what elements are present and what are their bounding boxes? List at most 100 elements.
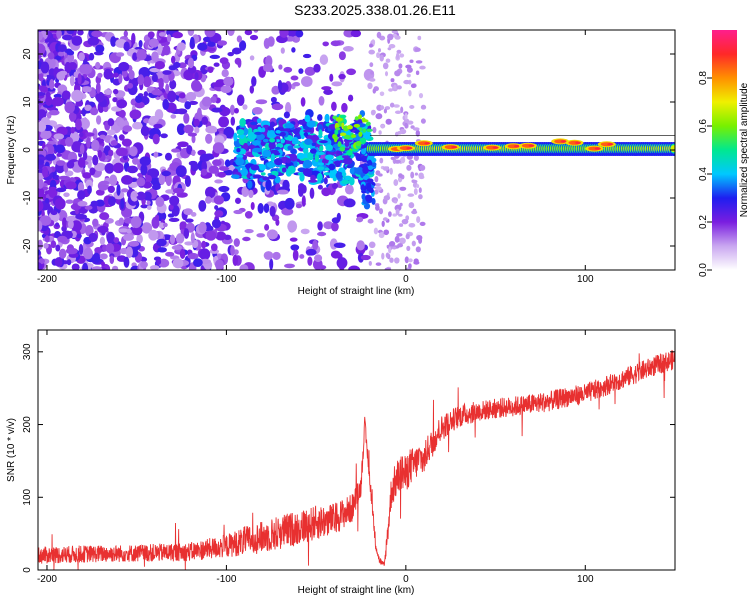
spectrogram-cell xyxy=(260,141,266,146)
spectrogram-cell xyxy=(257,203,264,214)
spectrogram-cell xyxy=(249,55,255,61)
spectrogram-cell xyxy=(266,162,277,168)
spectrogram-cell xyxy=(398,213,403,217)
spectrogram-cell xyxy=(66,160,75,169)
spectrogram-cell xyxy=(273,158,283,166)
spectrogram-cell xyxy=(140,164,148,176)
spectrogram-cell xyxy=(370,70,374,75)
spectrogram-cell xyxy=(304,66,316,76)
spectrogram-cell xyxy=(55,55,62,61)
spectrogram-cell xyxy=(391,30,398,34)
spectrogram-cell xyxy=(361,184,365,191)
spectrogram-cell xyxy=(212,81,224,88)
spectrogram-cell xyxy=(341,171,347,177)
spectrogram-cell xyxy=(269,149,279,155)
spectrogram-cell xyxy=(373,227,379,235)
spectrogram-cell xyxy=(316,173,323,182)
spectrogram-cell xyxy=(381,252,385,260)
spectrogram-cell xyxy=(82,151,88,161)
spectrogram-cell xyxy=(368,241,376,249)
spectrogram-cell xyxy=(131,193,139,198)
spectrogram-cell xyxy=(416,184,420,189)
spectrogram-cell xyxy=(205,225,214,232)
spectrogram-cell xyxy=(271,85,281,95)
spectrogram-cell xyxy=(179,221,187,230)
colorbar-scale xyxy=(712,30,737,270)
spectrogram-cell xyxy=(324,154,334,161)
spectrogram-cell xyxy=(48,109,60,116)
spectrogram-cell xyxy=(594,147,601,150)
spectrogram-cell xyxy=(43,242,49,249)
spectrogram-cell xyxy=(45,91,51,100)
spectrogram-cell xyxy=(176,123,186,136)
spectrogram-cell xyxy=(79,132,84,138)
spectrogram-cell xyxy=(210,243,218,252)
spectrogram-cell xyxy=(71,141,83,153)
spectrogram-cell xyxy=(293,145,301,149)
spectrogram-cell xyxy=(223,126,235,139)
spectrogram-cell xyxy=(97,72,103,79)
spectrogram-cell xyxy=(247,132,257,141)
spectrogram-cell xyxy=(205,133,213,144)
spectrogram-cell xyxy=(560,140,567,143)
spectrogram-cell xyxy=(265,179,272,191)
spectrogram-cell xyxy=(325,144,333,152)
spectrogram-cell xyxy=(247,180,253,189)
spectrogram-cell xyxy=(317,184,323,190)
spectrogram-cell xyxy=(107,129,116,136)
spectrogram-cell xyxy=(409,59,414,63)
spectrogram-cell xyxy=(376,52,381,59)
spectrogram-cell xyxy=(396,52,400,60)
spectrogram-cell xyxy=(169,79,177,90)
spectrogram-cell xyxy=(165,251,175,257)
spectrogram-cell xyxy=(362,119,369,123)
spectrogram-cell xyxy=(348,177,355,186)
spectrogram-cell xyxy=(250,121,258,126)
spectrogram-cell xyxy=(91,30,103,38)
spectrogram-cell xyxy=(38,109,47,120)
spectrogram-cell xyxy=(205,230,217,241)
spectrogram-cell xyxy=(183,228,190,239)
spectrogram-cell xyxy=(139,156,151,166)
spectrogram-cell xyxy=(236,147,241,153)
spectrogram-cell xyxy=(169,234,176,245)
spectrogram-cell xyxy=(115,52,125,57)
spectrogram-cell xyxy=(413,260,420,265)
spectrogram-cell xyxy=(418,187,422,194)
spectrogram-cell xyxy=(373,189,379,195)
spectrogram-cell xyxy=(54,197,66,210)
spectrogram-cell xyxy=(290,75,299,81)
spectrogram-cell xyxy=(71,35,83,46)
spectrogram-cell xyxy=(151,89,163,96)
spectrogram-cell xyxy=(405,64,412,69)
spectrogram-cell xyxy=(368,49,375,55)
spectrogram-cell xyxy=(171,55,176,64)
spectrogram-cell xyxy=(349,167,355,175)
snr-y-tick-label: 200 xyxy=(22,416,33,433)
spectrogram-cell xyxy=(389,257,394,263)
spectrogram-cell xyxy=(54,174,60,181)
spectrogram-cell xyxy=(161,170,171,177)
spectrogram-cell xyxy=(262,63,273,72)
spectrogram-cell xyxy=(95,44,105,53)
spectrogram-cell xyxy=(344,140,350,148)
spectrogram-cell xyxy=(356,240,365,251)
spectrogram-cell xyxy=(155,196,165,208)
spectrogram-cell xyxy=(264,224,270,231)
spectrogram-cell xyxy=(411,179,418,184)
colorbar-tick-label: 0.6 xyxy=(698,119,709,133)
spectrogram-cell xyxy=(229,104,235,116)
spectrogram-cell xyxy=(418,194,423,200)
spectrogram-cell xyxy=(361,130,372,140)
spectrogram-cell xyxy=(370,157,377,163)
spectrogram-cell xyxy=(218,116,230,128)
spectrogram-cell xyxy=(256,118,262,124)
spectrogram-cell xyxy=(176,108,188,115)
spectrogram-cell xyxy=(201,240,207,249)
spectrogram-cell xyxy=(451,145,458,149)
spectrogram-cell xyxy=(146,200,151,206)
spectrogram-cell xyxy=(322,41,329,47)
spectrogram-cell xyxy=(415,246,421,253)
spectrogram-cell xyxy=(38,200,44,212)
spectrogram-cell xyxy=(193,118,200,127)
